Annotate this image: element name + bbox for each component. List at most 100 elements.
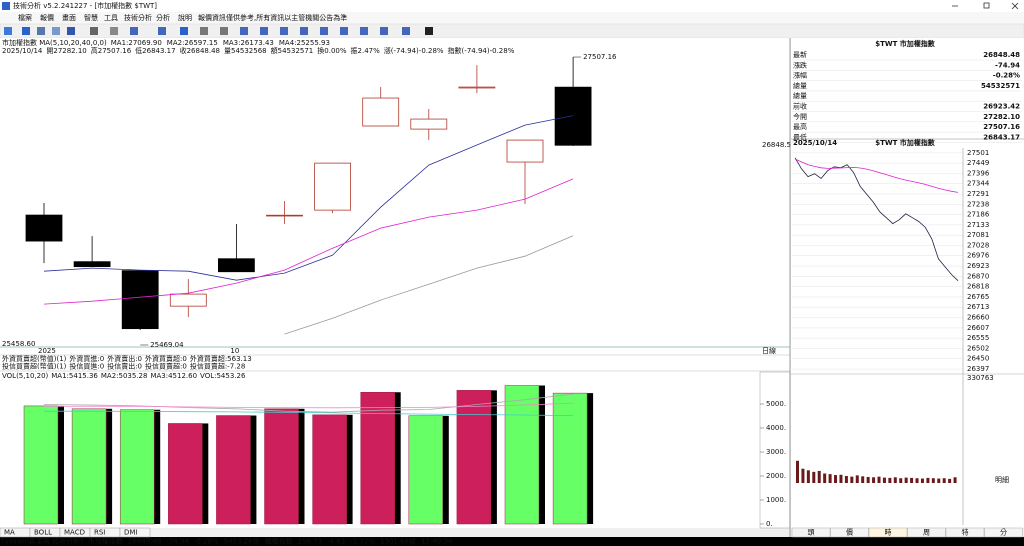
volume-bar <box>861 476 865 483</box>
y-tick-label: 27081 <box>967 231 989 239</box>
menu-item[interactable]: 分析 <box>156 13 170 22</box>
period-button[interactable] <box>907 527 946 538</box>
window-controls[interactable] <box>952 2 1019 10</box>
candle-body <box>458 86 496 89</box>
legend-entry: MA4:25255.93 <box>279 39 330 47</box>
tool-icon[interactable] <box>320 27 328 35</box>
quote-value: 27507.16 <box>983 123 1020 131</box>
tool-icon[interactable] <box>340 27 348 35</box>
tool-icon[interactable] <box>158 27 166 35</box>
y-tick-label: 26713 <box>967 303 989 311</box>
volume-bar <box>872 477 876 483</box>
period-button-label[interactable]: 價 <box>846 528 853 537</box>
menu-item[interactable]: 技術分析 <box>124 13 152 22</box>
volume-bar <box>71 408 107 525</box>
volume-bar <box>216 415 251 525</box>
volume-bar <box>855 475 859 483</box>
status-text: [yeswin鑫策略 技術分析] <box>2 537 83 546</box>
menu-item[interactable]: 智慧 <box>84 13 98 22</box>
tool-icon[interactable] <box>37 27 45 35</box>
tool-icon[interactable] <box>52 27 60 35</box>
volume-bar <box>168 423 203 525</box>
tool-icon[interactable] <box>110 27 118 35</box>
tool-icon[interactable] <box>240 27 248 35</box>
y-tick-label: 26397 <box>967 365 989 373</box>
period-button-label[interactable]: 周 <box>923 529 930 537</box>
y-tick-label: 3000. <box>766 448 786 456</box>
tab-label[interactable]: BOLL <box>34 529 52 537</box>
period-button-label[interactable]: 分 <box>1000 529 1007 537</box>
volume-bar <box>823 473 827 483</box>
period-button-label[interactable]: 時 <box>885 529 892 537</box>
tool-icon[interactable] <box>90 27 98 35</box>
menu-item[interactable]: 檔案 <box>18 13 32 22</box>
menu-item[interactable]: 說明 <box>178 13 192 22</box>
status-text: -1.77% <box>350 538 375 546</box>
status-text: -0.28% <box>194 538 219 546</box>
tool-icon[interactable] <box>425 27 433 35</box>
tool-icon[interactable] <box>4 27 12 35</box>
tab-label[interactable]: DMI <box>124 529 138 537</box>
quote-label: 前收 <box>793 102 807 111</box>
legend-entry: MA2:26597.15 <box>167 39 218 47</box>
y-tick-label: 26660 <box>967 314 989 322</box>
volume-current: VOL:5453.26 <box>200 372 246 380</box>
y-tick-label: 330763 <box>967 374 994 382</box>
tool-icon[interactable] <box>22 27 30 35</box>
status-text: 26848.48 <box>128 538 161 546</box>
intraday-line <box>794 158 959 193</box>
volume-bar <box>312 414 347 525</box>
menu-item[interactable]: 報價 <box>40 13 54 22</box>
tab-label[interactable]: RSI <box>94 529 105 537</box>
tool-icon[interactable] <box>200 27 208 35</box>
volume-ma-line <box>44 410 574 417</box>
period-button-label[interactable]: 特 <box>962 528 969 537</box>
tool-icon[interactable] <box>402 27 410 35</box>
tab[interactable] <box>119 527 151 538</box>
tool-icon[interactable] <box>67 27 75 35</box>
tool-icon[interactable] <box>180 27 188 35</box>
tool-icon[interactable] <box>380 27 388 35</box>
tool-icon[interactable] <box>360 27 368 35</box>
period-button[interactable] <box>984 527 1023 538</box>
tool-icon[interactable] <box>280 27 288 35</box>
tab-label[interactable]: MACD <box>64 529 85 537</box>
quote-value: 26923.42 <box>983 103 1020 111</box>
volume-bar <box>828 474 832 483</box>
menu-item[interactable]: 工具 <box>104 14 118 22</box>
menu-item[interactable]: 畫面 <box>62 13 76 22</box>
quote-info: 振2.47% <box>351 46 381 55</box>
tool-icon[interactable] <box>130 27 138 35</box>
period-button[interactable] <box>945 527 985 538</box>
y-tick-label: 26765 <box>967 293 989 301</box>
legend-entry: MA2:5035.28 <box>101 372 148 380</box>
quote-info: 高27507.16 <box>91 46 132 55</box>
period-button[interactable] <box>830 527 869 538</box>
volume-bar <box>801 468 805 483</box>
period-button[interactable] <box>868 527 908 538</box>
tab-label[interactable]: MA <box>4 529 15 537</box>
quote-info: 換0.00% <box>317 46 347 55</box>
volume-shadow <box>442 415 449 524</box>
candle-body <box>362 97 400 127</box>
right-panel-bg <box>791 38 1024 528</box>
legend-entry: MA3:26173.43 <box>223 39 274 47</box>
period-label: 日線 <box>762 346 776 355</box>
quote-info: 收26848.48 <box>180 46 220 55</box>
tool-icon[interactable] <box>260 27 268 35</box>
y-tick-label: 27449 <box>967 159 989 167</box>
toolbar-icons[interactable] <box>4 27 433 35</box>
ma-line <box>43 115 574 281</box>
volume-bar <box>850 476 854 483</box>
tool-icon[interactable] <box>300 27 308 35</box>
maximize-button[interactable] <box>983 2 990 9</box>
period-button-label[interactable]: 頭 <box>808 529 815 537</box>
tool-icon[interactable] <box>220 27 228 35</box>
status-text: 12:40:34 <box>421 538 453 546</box>
menu-item[interactable]: 報價資訊僅供參考,所有資訊以主管機關公告為準 <box>198 13 347 22</box>
close-button[interactable] <box>1011 2 1019 10</box>
y-tick-label: 27501 <box>967 149 989 157</box>
quote-label: 今開 <box>793 112 807 121</box>
period-button[interactable] <box>791 527 831 538</box>
y-tick-label: 27396 <box>967 169 990 177</box>
